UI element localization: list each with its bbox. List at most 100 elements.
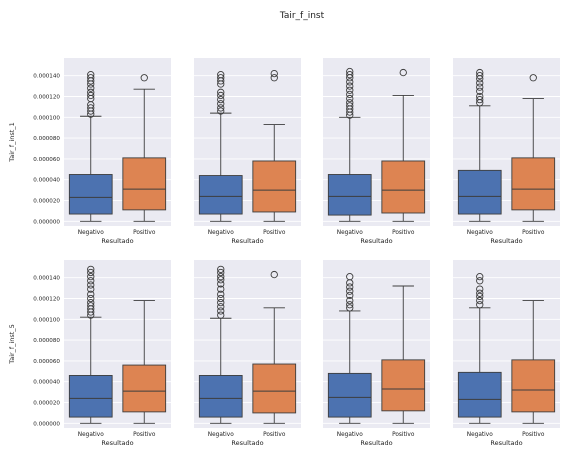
iqr-box: [327, 174, 372, 216]
outlier-point: [476, 272, 484, 281]
outlier-point: [270, 270, 278, 279]
box-negativo: [457, 272, 502, 424]
outlier-point: [476, 79, 484, 87]
x-axis-label: Resultado: [360, 237, 392, 245]
outlier-point: [87, 88, 95, 96]
outlier-point: [346, 82, 354, 90]
outlier-point: [217, 70, 225, 79]
outlier-point: [217, 311, 225, 319]
box-positivo: [381, 285, 426, 424]
box-negativo: [68, 70, 113, 222]
outlier-point: [346, 296, 354, 305]
iqr-box: [252, 363, 297, 414]
y-tick-label: 0.000140: [33, 74, 60, 80]
x-tick-label: Negativo: [337, 432, 363, 438]
outlier-point: [346, 283, 354, 291]
outlier-point: [476, 72, 484, 80]
box-negativo: [457, 68, 502, 222]
x-tick-label: Negativo: [78, 432, 104, 438]
box-positivo: [511, 300, 556, 424]
outlier-point: [217, 290, 225, 298]
iqr-box: [457, 371, 502, 418]
panel-row1-col1: 0.000000 0.000020 0.000040 0.000060 0.000080…: [8, 58, 171, 245]
x-axis-label: Resultado: [490, 237, 522, 245]
y-tick-label: 0.000000: [33, 421, 60, 427]
box-negativo: [198, 265, 243, 424]
y-tick-label: 0.000100: [33, 115, 60, 121]
box-negativo: [68, 265, 113, 424]
outlier-point: [87, 302, 95, 310]
y-tick-label: 0.000140: [33, 276, 60, 282]
outlier-point: [346, 272, 354, 281]
x-tick-label: Negativo: [208, 432, 234, 438]
outlier-point: [346, 94, 354, 103]
x-axis-label: Resultado: [360, 439, 392, 447]
y-tick-label: 0.000100: [33, 317, 60, 323]
x-tick-label: Positivo: [522, 432, 545, 438]
outlier-point: [217, 74, 225, 82]
outlier-point: [217, 95, 225, 104]
outlier-point: [217, 107, 225, 115]
outlier-point: [217, 299, 225, 307]
outlier-point: [87, 91, 95, 100]
outlier-point: [87, 70, 95, 79]
x-axis-label: Resultado: [101, 237, 133, 245]
outlier-point: [346, 304, 354, 312]
outlier-point: [476, 95, 484, 104]
outlier-point: [217, 104, 225, 112]
box-positivo: [381, 68, 426, 222]
box-negativo: [198, 70, 243, 222]
outlier-point: [476, 292, 484, 301]
box-negativo: [327, 272, 372, 424]
x-tick-label: Positivo: [133, 432, 156, 438]
y-tick-label: 0.000040: [33, 178, 60, 184]
outlier-point: [346, 99, 354, 107]
outlier-point: [399, 68, 407, 77]
y-tick-label: 0.000120: [33, 94, 60, 100]
outlier-point: [217, 285, 225, 293]
outlier-point: [217, 276, 225, 284]
outlier-point: [217, 100, 225, 108]
outlier-point: [270, 74, 278, 82]
x-tick-label: Negativo: [78, 230, 104, 236]
outlier-point: [217, 265, 225, 274]
box-positivo: [252, 69, 297, 222]
outlier-point: [87, 290, 95, 298]
panel-row2-col1: 0.000000 0.000020 0.000040 0.000060 0.000080…: [8, 260, 171, 447]
outlier-point: [87, 74, 95, 82]
box-positivo: [122, 74, 167, 222]
y-axis-label: Tair_f_inst_1: [8, 122, 16, 162]
y-axis-label: Tair_f_inst_5: [8, 324, 16, 364]
outlier-point: [87, 299, 95, 307]
x-tick-label: Positivo: [263, 432, 286, 438]
iqr-box: [68, 375, 113, 418]
outlier-point: [87, 285, 95, 293]
y-tick-label: 0.000000: [33, 219, 60, 225]
box-positivo: [511, 74, 556, 222]
outlier-point: [217, 294, 225, 303]
x-tick-label: Positivo: [392, 432, 415, 438]
panels: 0.000000 0.000020 0.000040 0.000060 0.000080…: [8, 58, 560, 447]
outlier-point: [529, 74, 537, 82]
outlier-point: [270, 69, 278, 78]
outlier-point: [217, 272, 225, 281]
figure-title: Tair_f_inst: [279, 11, 325, 21]
x-tick-label: Negativo: [208, 230, 234, 236]
outlier-point: [217, 88, 225, 96]
outlier-point: [476, 296, 484, 305]
iqr-box: [122, 157, 167, 211]
x-tick-label: Positivo: [392, 230, 415, 236]
outlier-point: [476, 68, 484, 77]
outlier-point: [87, 277, 95, 285]
y-tick-label: 0.000120: [33, 296, 60, 302]
iqr-box: [381, 160, 426, 214]
outlier-point: [87, 281, 95, 289]
outlier-point: [476, 83, 484, 91]
